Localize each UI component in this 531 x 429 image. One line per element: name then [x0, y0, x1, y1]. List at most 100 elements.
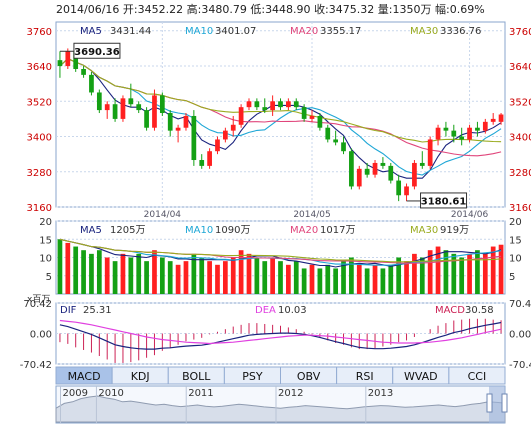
candle-body [490, 118, 496, 122]
candle-body [183, 115, 189, 128]
volume-bar [104, 257, 110, 294]
candle-body [230, 124, 236, 131]
candle-body [112, 104, 118, 119]
legend-value: 3431.44 [110, 26, 151, 37]
navigator-tick-label: 2010 [98, 388, 123, 399]
volume-bar [380, 268, 386, 294]
price-tick-right: 3280 [509, 168, 531, 179]
candle [207, 148, 212, 169]
candle [404, 183, 409, 202]
volume-tick-right: 5 [509, 272, 515, 283]
candle [136, 101, 142, 114]
macd-tick-right: 0.00 [509, 330, 531, 341]
tab-rsi[interactable]: RSI [336, 366, 394, 385]
candle-body [435, 127, 441, 140]
tab-wvad[interactable]: WVAD [392, 366, 450, 385]
candle-body [207, 151, 212, 166]
indicator-tabs[interactable]: MACD KDJ BOLL PSY OBV RSI WVAD CCI [55, 366, 506, 385]
candle [246, 98, 252, 111]
candle-body [254, 101, 260, 108]
volume-bar [435, 246, 441, 294]
navigator-panel[interactable]: 2009 2010 2011 2012 2013 [55, 385, 508, 424]
price-tick-right: 3400 [509, 133, 531, 144]
candle-body [278, 101, 283, 108]
candle [490, 113, 496, 125]
candle [396, 174, 402, 202]
tab-label: BOLL [182, 370, 211, 383]
candle-body [152, 95, 157, 128]
volume-legend-ma10: MA10 1090万 [185, 225, 250, 236]
candle-body [104, 104, 110, 111]
volume-bar [325, 264, 331, 294]
volume-bar [112, 261, 118, 294]
candle [451, 124, 457, 143]
volume-bar [498, 244, 504, 294]
candle-body [215, 139, 220, 152]
volume-bar [167, 261, 173, 294]
candle-body [167, 113, 173, 131]
candle-body [246, 101, 252, 108]
candle-body [309, 115, 315, 119]
legend-name: DEA [255, 305, 276, 316]
legend-value: 1090万 [215, 225, 250, 236]
annotation-box [73, 42, 121, 59]
header-close-label: 收: [314, 2, 329, 16]
candle [475, 121, 480, 137]
candle [419, 151, 425, 169]
header-open-label: 开: [123, 3, 138, 16]
header-low-label: 低: [250, 3, 265, 16]
tab-obv[interactable]: OBV [280, 366, 338, 385]
candle [388, 162, 394, 184]
volume-tick-right: 15 [509, 235, 522, 246]
volume-bar [427, 250, 433, 294]
candle-body [333, 139, 339, 143]
tab-boll[interactable]: BOLL [167, 366, 225, 385]
candle [467, 124, 472, 143]
ohlc-header: 2014/06/16 开:3452.22 高:3480.79 低:3448.90… [56, 2, 485, 16]
volume-bar [270, 257, 275, 294]
candle [238, 104, 244, 128]
candle-body [498, 114, 504, 122]
candle-body [286, 101, 291, 108]
tab-cci[interactable]: CCI [448, 366, 506, 385]
volume-bar [388, 264, 394, 294]
candle-body [222, 130, 228, 140]
price-frame [55, 21, 506, 208]
tab-macd[interactable]: MACD [55, 366, 113, 385]
volume-bar [246, 253, 252, 294]
volume-bar [222, 261, 228, 294]
tab-background[interactable] [448, 366, 506, 385]
header-change: 0.69% [450, 3, 485, 16]
legend-name: MA5 [80, 26, 102, 37]
navigator-selection[interactable] [489, 386, 505, 423]
tab-label: PSY [242, 370, 263, 383]
volume-tick-right: 10 [509, 254, 522, 265]
price-tick-left: 3160 [27, 203, 52, 214]
tab-kdj[interactable]: KDJ [111, 366, 169, 385]
price-legend-ma30: MA30 3336.76 [410, 26, 481, 37]
macd-dif-line [59, 321, 502, 350]
candle [341, 136, 346, 155]
candle-body [89, 74, 94, 93]
volume-bar [238, 250, 244, 294]
navigator-handle-right[interactable] [501, 393, 508, 413]
candle-body [380, 162, 386, 166]
navigator-area [55, 395, 506, 423]
candle-body [270, 101, 275, 111]
candle [144, 107, 149, 131]
price-tick-right: 3640 [509, 62, 531, 73]
candle [128, 83, 134, 108]
navigator-handle-left[interactable] [486, 393, 493, 413]
price-tick-left: 3400 [27, 133, 52, 144]
tab-psy[interactable]: PSY [223, 366, 281, 385]
volume-legend-ma5: MA5 1205万 [80, 225, 145, 236]
candle-body [65, 51, 71, 67]
price-tick-left: 3760 [27, 27, 52, 38]
tab-label: WVAD [404, 370, 438, 383]
candle-body [325, 127, 331, 140]
legend-name: MACD [435, 305, 465, 316]
candle [65, 48, 71, 69]
volume-bar [293, 261, 299, 294]
candle-body [388, 165, 394, 181]
macd-dea-line [59, 319, 502, 345]
